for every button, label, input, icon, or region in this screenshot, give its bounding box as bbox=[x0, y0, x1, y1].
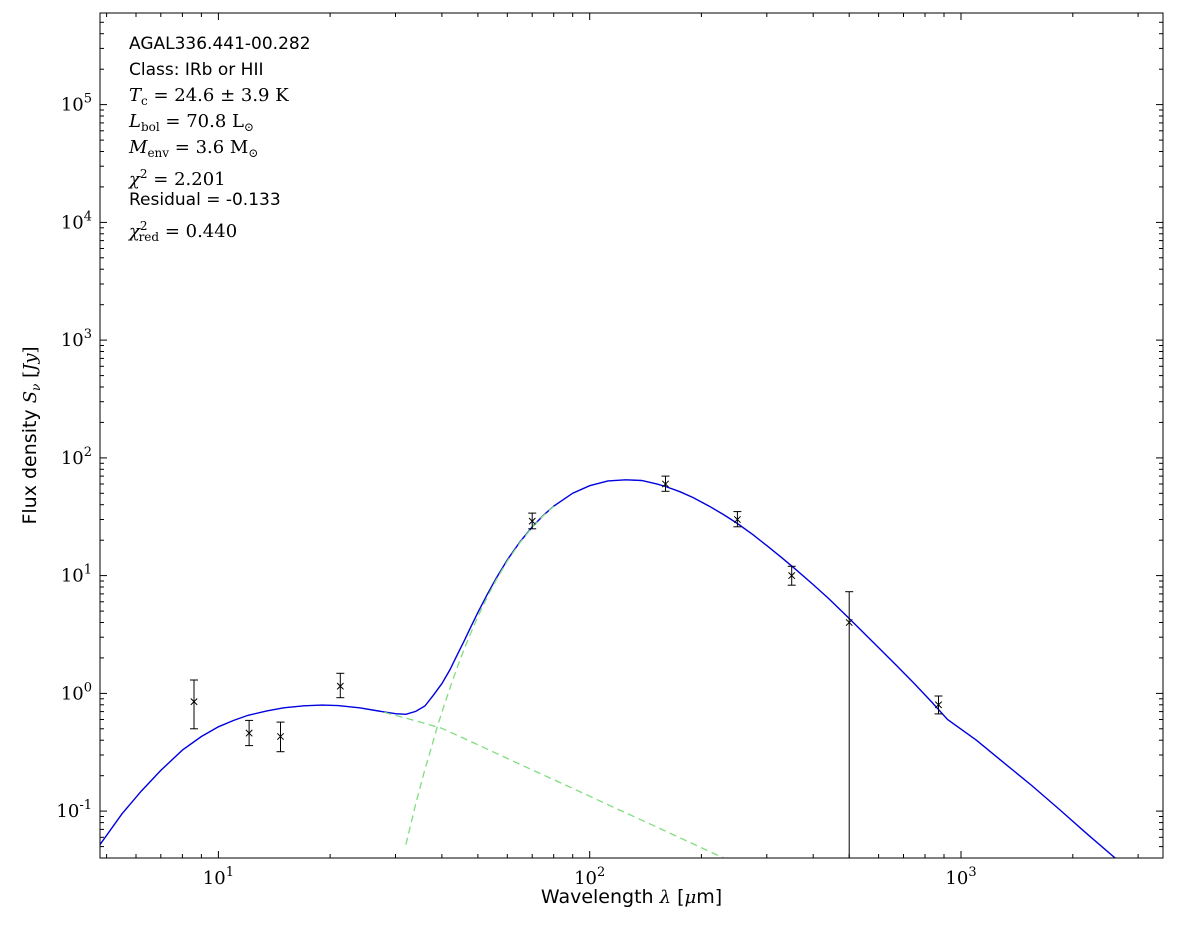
y-tick-label: 104 bbox=[61, 209, 92, 233]
y-tick-label: 102 bbox=[61, 445, 92, 469]
y-axis-label: Flux density Sν [Jy] bbox=[19, 346, 43, 525]
data-point bbox=[528, 512, 537, 530]
plot-background bbox=[100, 13, 1163, 858]
data-point bbox=[733, 511, 742, 528]
data-point bbox=[276, 721, 285, 753]
data-point bbox=[190, 679, 198, 730]
data-point bbox=[336, 672, 345, 699]
source-name: AGAL336.441-00.282 bbox=[129, 34, 311, 54]
total-model-curve bbox=[100, 479, 1117, 858]
chi-squared-reduced: χ2red = 0.440 bbox=[129, 219, 238, 244]
warm-component-curve bbox=[384, 711, 726, 858]
y-tick-label: 103 bbox=[61, 327, 92, 351]
residual: Residual = -0.133 bbox=[129, 190, 281, 210]
annotation-block: AGAL336.441-00.282 Class: IRb or HII Tc = … bbox=[129, 31, 311, 244]
data-point bbox=[845, 591, 854, 858]
y-tick-label: 10-1 bbox=[56, 798, 92, 822]
data-point bbox=[787, 565, 796, 586]
data-point bbox=[934, 695, 943, 715]
y-tick-label: 105 bbox=[61, 92, 92, 116]
data-point bbox=[245, 719, 254, 747]
y-tick-label: 100 bbox=[61, 680, 92, 704]
bolometric-luminosity: Lbol = 70.8 L⊙ bbox=[129, 111, 255, 134]
cold-component-curve bbox=[405, 505, 555, 845]
dust-temperature: Tc = 24.6 ± 3.9 K bbox=[129, 85, 289, 108]
axis-ticks bbox=[100, 13, 1163, 858]
x-axis-label: Wavelength λ [μm] bbox=[540, 886, 723, 908]
class: Class: IRb or HII bbox=[129, 60, 264, 80]
axes-frame bbox=[99, 12, 1164, 859]
envelope-mass: Menv = 3.6 M⊙ bbox=[129, 137, 259, 160]
y-tick-label: 101 bbox=[61, 563, 92, 587]
data-point bbox=[661, 475, 670, 492]
chi-squared: χ2 = 2.201 bbox=[129, 167, 226, 190]
